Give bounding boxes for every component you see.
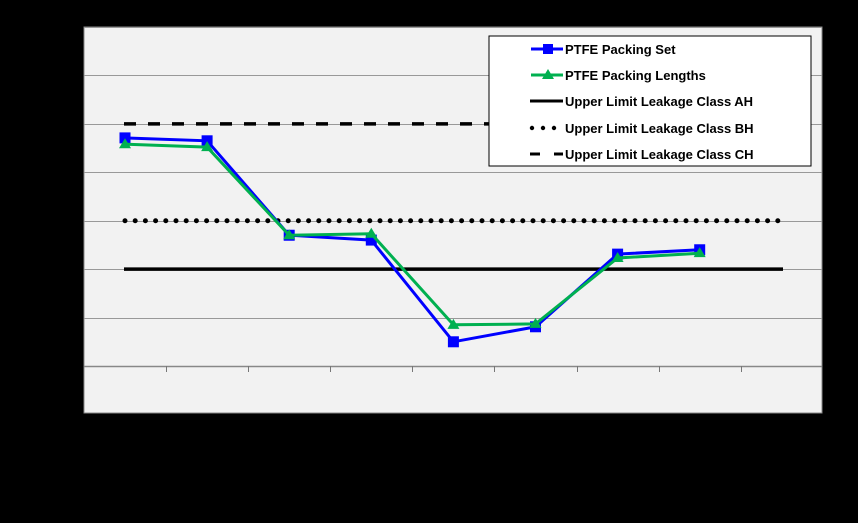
triangle-marker-icon bbox=[201, 141, 214, 152]
legend-item-class-ch: Upper Limit Leakage Class CH bbox=[530, 147, 754, 162]
triangle-marker-icon bbox=[447, 318, 460, 329]
series-line bbox=[124, 142, 700, 327]
series-ptfe-packing-lengths bbox=[119, 138, 706, 329]
legend-label: Upper Limit Leakage Class AH bbox=[565, 94, 753, 109]
series-line bbox=[124, 136, 700, 344]
legend-label: Upper Limit Leakage Class BH bbox=[565, 121, 754, 136]
legend-item-ptfe-packing-set: PTFE Packing Set bbox=[531, 42, 676, 57]
legend-item-ptfe-packing-lengths: PTFE Packing Lengths bbox=[531, 68, 706, 83]
square-marker-icon bbox=[201, 135, 213, 147]
triangle-marker-icon bbox=[529, 317, 542, 328]
legend-label: PTFE Packing Set bbox=[565, 42, 676, 57]
triangle-marker-icon bbox=[283, 229, 296, 240]
data-series bbox=[119, 132, 706, 348]
legend-label: PTFE Packing Lengths bbox=[565, 68, 706, 83]
square-marker-icon bbox=[543, 44, 553, 54]
square-marker-icon bbox=[365, 234, 377, 246]
dotted-line-icon bbox=[529, 125, 557, 131]
legend: PTFE Packing Set PTFE Packing Lengths Up… bbox=[488, 35, 812, 167]
triangle-marker-icon bbox=[119, 138, 131, 149]
x-axis-ticks bbox=[166, 366, 742, 372]
legend-item-class-ah: Upper Limit Leakage Class AH bbox=[530, 94, 753, 109]
legend-item-class-bh: Upper Limit Leakage Class BH bbox=[529, 121, 754, 136]
triangle-marker-icon bbox=[611, 252, 624, 263]
square-marker-icon bbox=[447, 336, 459, 348]
triangle-marker-icon bbox=[693, 247, 706, 258]
triangle-marker-icon bbox=[542, 69, 554, 79]
triangle-marker-icon bbox=[365, 227, 378, 238]
square-marker-icon bbox=[119, 132, 131, 144]
reference-lines bbox=[122, 122, 786, 271]
legend-label: Upper Limit Leakage Class CH bbox=[565, 147, 754, 162]
